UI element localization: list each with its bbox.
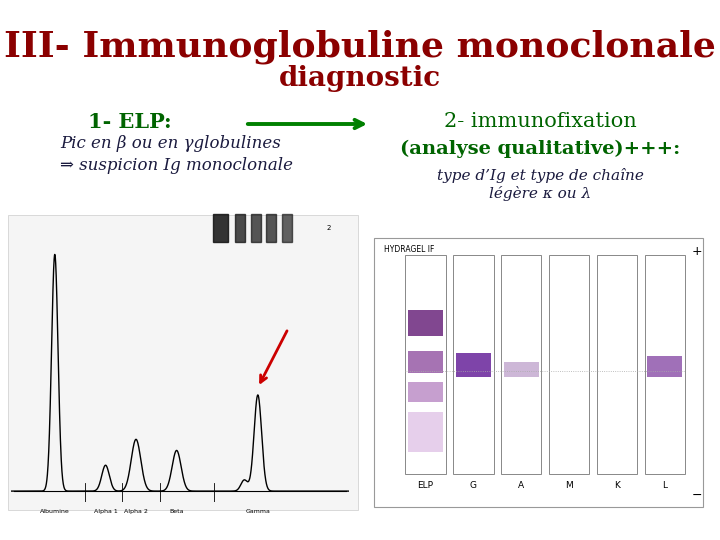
Text: III- Immunoglobuline monoclonale: III- Immunoglobuline monoclonale (4, 30, 716, 64)
Text: Alpha 2: Alpha 2 (124, 509, 148, 514)
Bar (453, 255, 494, 474)
Text: Albumine: Albumine (40, 509, 70, 514)
Bar (644, 255, 685, 474)
Text: +: + (692, 245, 703, 258)
Text: Gamma: Gamma (246, 509, 270, 514)
Text: ELP: ELP (418, 481, 433, 490)
Bar (408, 382, 443, 402)
Bar (408, 351, 443, 373)
Bar (408, 413, 443, 452)
Bar (456, 353, 491, 377)
Text: L: L (662, 481, 667, 490)
Bar (235, 214, 245, 242)
Bar (549, 255, 590, 474)
Bar (647, 355, 683, 377)
Text: −: − (692, 489, 703, 502)
Bar (251, 214, 261, 242)
Text: A: A (518, 481, 524, 490)
Bar (501, 255, 541, 474)
Text: M: M (565, 481, 573, 490)
Text: ⇒ suspicion Ig monoclonale: ⇒ suspicion Ig monoclonale (60, 157, 293, 174)
Text: 1- ELP:: 1- ELP: (88, 112, 172, 132)
Text: (analyse qualitative)+++:: (analyse qualitative)+++: (400, 140, 680, 158)
Text: Beta: Beta (169, 509, 184, 514)
Bar (405, 255, 446, 474)
Text: 2- immunofixation: 2- immunofixation (444, 112, 636, 131)
Text: G: G (470, 481, 477, 490)
Bar (213, 214, 228, 242)
Text: HYDRAGEL IF: HYDRAGEL IF (384, 245, 435, 254)
Bar (597, 255, 637, 474)
Bar (266, 214, 276, 242)
Bar (8, 215, 358, 510)
Text: Alpha 1: Alpha 1 (94, 509, 117, 514)
Text: Pic en β ou en γglobulines: Pic en β ou en γglobulines (60, 135, 281, 152)
Text: type d’Ig et type de chaîne: type d’Ig et type de chaîne (436, 168, 644, 183)
Bar (408, 309, 443, 336)
Bar (504, 362, 539, 377)
Bar (282, 214, 292, 242)
Text: diagnostic: diagnostic (279, 65, 441, 92)
Text: 2: 2 (326, 225, 330, 231)
Text: K: K (614, 481, 620, 490)
Text: légère κ ou λ: légère κ ou λ (489, 186, 591, 201)
